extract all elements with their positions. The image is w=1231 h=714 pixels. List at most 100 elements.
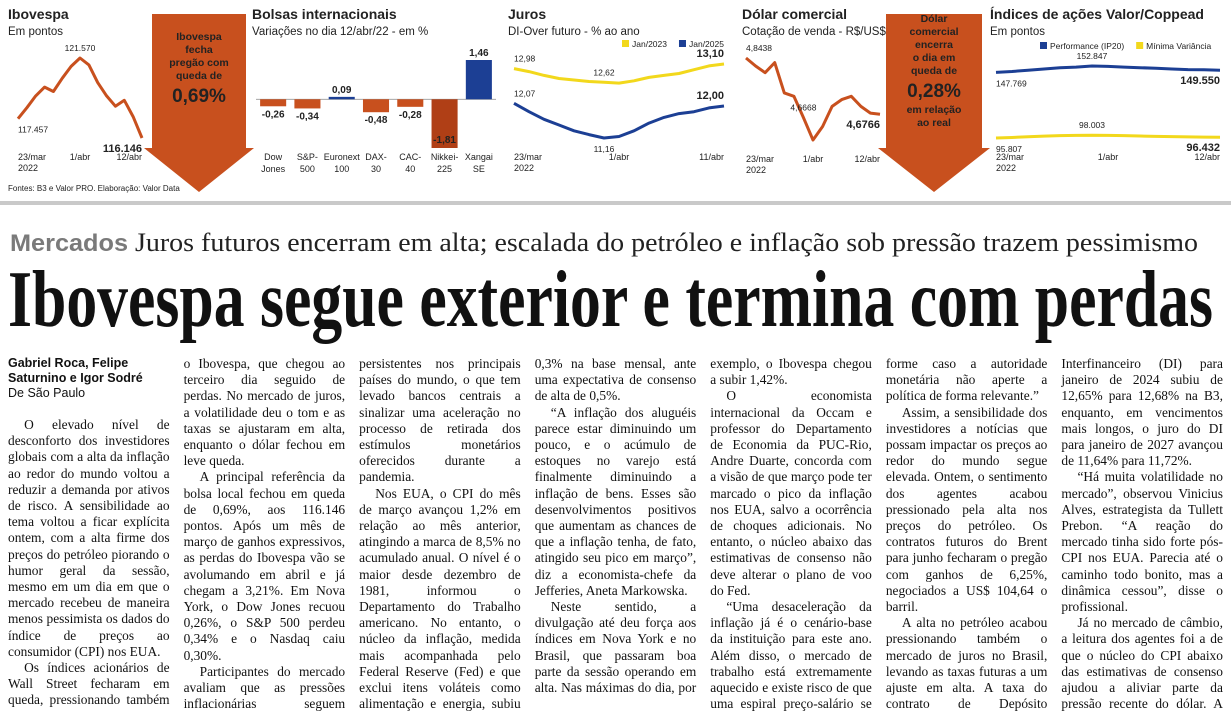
- legend-label: Jan/2025: [689, 39, 724, 49]
- x-tick-label: 2022: [746, 165, 766, 175]
- x-tick-label: 23/mar: [746, 154, 774, 164]
- x-tick-label: 12/abr: [116, 152, 142, 162]
- callout-text: o dia em: [913, 52, 956, 64]
- chart-subtitle: Em pontos: [8, 26, 63, 38]
- value-label: 1,46: [469, 48, 489, 59]
- legend-swatch: [1040, 42, 1047, 49]
- category-label: CAC-: [399, 152, 421, 162]
- chart-title: Dólar comercial: [742, 6, 847, 22]
- x-tick-label: 12/abr: [1194, 152, 1220, 162]
- value-label: -0,48: [365, 115, 388, 126]
- value-label: 12,62: [593, 67, 615, 77]
- callout-text: pregão com: [169, 57, 229, 69]
- value-label: -0,26: [262, 109, 285, 120]
- category-label: Dow: [264, 152, 283, 162]
- paragraph: Já no mercado de câmbio, a leitura dos a…: [1061, 615, 1223, 712]
- callout-text: comercial: [909, 26, 958, 38]
- source-note: Fontes: B3 e Valor PRO. Elaboração: Valo…: [8, 184, 180, 193]
- value-label: -1,81: [433, 135, 456, 146]
- category-label: 500: [300, 164, 315, 174]
- paragraph: A principal referência da bolsa local fe…: [183, 469, 346, 663]
- section: Mercados: [10, 230, 128, 257]
- series-line: [995, 133, 1221, 140]
- callout-text: ao real: [917, 117, 951, 129]
- chart-strip: Fontes: B3 e Valor PRO. Elaboração: Valo…: [8, 6, 1221, 193]
- x-tick-label: 2022: [514, 163, 534, 173]
- paragraph: “Há muita volatilidade no mercado”, obse…: [1061, 469, 1223, 615]
- value-label: 152.847: [1077, 51, 1108, 61]
- value-label: 4,6766: [846, 119, 880, 131]
- bar: [431, 99, 458, 148]
- series-line: [513, 62, 725, 85]
- series-line: [995, 64, 1221, 74]
- chart-title: Ibovespa: [8, 6, 69, 22]
- value-label: 149.550: [1180, 75, 1220, 87]
- paragraph: “A inflação dos aluguéis parece estar di…: [534, 404, 697, 598]
- location: De São Paulo: [8, 386, 86, 400]
- bar: [465, 60, 492, 100]
- headline: Ibovespa segue exterior e termina com pe…: [8, 256, 1213, 344]
- category-label: 30: [371, 164, 381, 174]
- legend-label: Jan/2023: [632, 39, 667, 49]
- paragraph: Participantes do mercado avaliam que as …: [183, 356, 521, 712]
- chart-subtitle: Variações no dia 12/abr/22 - em %: [252, 26, 428, 38]
- bar: [328, 96, 355, 100]
- value-label: 12,00: [696, 90, 724, 102]
- value-label: 95.807: [996, 144, 1022, 154]
- x-tick-label: 1/abr: [1098, 152, 1119, 162]
- x-tick-label: 1/abr: [803, 154, 824, 164]
- category-label: Xangai: [465, 152, 493, 162]
- bar: [397, 99, 424, 107]
- x-tick-label: 11/abr: [699, 152, 724, 162]
- chart-title: Juros: [508, 6, 546, 22]
- chart-subtitle: DI-Over futuro - % ao ano: [508, 26, 640, 38]
- category-label: 100: [334, 164, 349, 174]
- paragraph: Neste sentido, a divulgação até deu forç…: [534, 356, 872, 696]
- category-label: SE: [473, 164, 485, 174]
- x-tick-label: 23/mar: [514, 152, 542, 162]
- legend-swatch: [678, 40, 686, 47]
- value-label: 0,09: [332, 85, 352, 96]
- paragraph: Os índices acionários de Wall Street fec…: [8, 356, 346, 708]
- value-label: 98.003: [1079, 120, 1105, 130]
- chart-title: Índices de ações Valor/Coppead: [990, 6, 1204, 22]
- callout-arrow: [878, 14, 990, 192]
- value-label: 13,10: [696, 48, 724, 60]
- x-tick-label: 2022: [18, 163, 38, 173]
- category-label: S&P-: [297, 152, 318, 162]
- category-label: Nikkei-: [431, 152, 459, 162]
- series-line: [745, 56, 881, 142]
- value-label: 116.146: [103, 143, 142, 155]
- paragraph: Nos EUA, o CPI do mês de março avançou 1…: [359, 356, 697, 712]
- callout-value: 0,69%: [172, 86, 226, 107]
- value-label: 121.570: [65, 43, 96, 53]
- category-label: 225: [437, 164, 452, 174]
- category-label: DAX-: [365, 152, 387, 162]
- subheadline: Juros futuros encerram em alta; escalada…: [135, 228, 1198, 257]
- category-label: Euronext: [324, 152, 361, 162]
- value-label: 96.432: [1186, 142, 1220, 154]
- legend-label: Mínima Variância: [1146, 41, 1211, 51]
- category-label: Jones: [261, 164, 286, 174]
- legend-label: Performance (IP20): [1050, 41, 1124, 51]
- value-label: 117.457: [18, 125, 48, 135]
- callout-text: encerra: [915, 39, 953, 51]
- paragraph: Assim, a sensibilidade dos investidores …: [885, 404, 1048, 615]
- callout-text: fecha: [185, 44, 213, 56]
- value-label: 12,07: [514, 88, 536, 98]
- callout-value: 0,28%: [907, 81, 961, 102]
- x-tick-label: 1/abr: [70, 152, 91, 162]
- chart-subtitle: Em pontos: [990, 26, 1045, 38]
- legend-swatch: [622, 40, 629, 47]
- x-tick-label: 2022: [996, 163, 1016, 173]
- chart-title: Bolsas internacionais: [252, 6, 397, 22]
- series-line: [16, 56, 144, 139]
- value-label: 147.769: [996, 78, 1027, 88]
- callout-text: em relação: [907, 104, 962, 116]
- paragraph: O economista internacional da Occam e pr…: [710, 388, 872, 598]
- article-body: Gabriel Roca, Felipe Saturnino e Igor So…: [8, 356, 1223, 714]
- legend-swatch: [1136, 42, 1144, 49]
- x-tick-label: 23/mar: [996, 152, 1024, 162]
- callout-text: queda de: [911, 65, 957, 77]
- x-tick-label: 12/abr: [854, 154, 880, 164]
